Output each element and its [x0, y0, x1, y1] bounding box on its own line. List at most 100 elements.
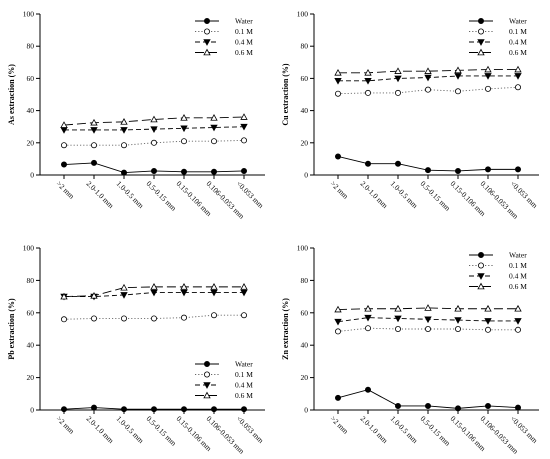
x-tick-label: 2.0-1.0 mm [85, 179, 116, 210]
data-point [484, 73, 492, 80]
legend-label: Water [235, 17, 253, 26]
data-point [394, 304, 402, 312]
y-axis-label: Zn extraction (%) [281, 298, 290, 360]
chart-panel-top-left: 0 20 40 60 80 100 As extraction (%) >2 mm 2.0-1.… [7, 10, 266, 221]
y-axis-label: Pb extraction (%) [7, 298, 16, 360]
x-tick-label: 0.5-0.15 mm [419, 179, 453, 213]
series-0-6-m [334, 65, 522, 76]
data-point [394, 89, 401, 96]
data-point [90, 118, 98, 126]
data-point [90, 291, 98, 299]
data-point [180, 114, 188, 121]
data-point [180, 314, 187, 321]
y-tick-label: 0 [30, 406, 34, 415]
legend-label: Water [509, 17, 527, 26]
legend-marker [203, 391, 211, 399]
data-point [334, 78, 342, 85]
data-point [61, 161, 68, 168]
data-point [120, 283, 128, 291]
legend-label: Water [235, 360, 253, 369]
data-point [60, 292, 68, 300]
data-point [454, 304, 462, 312]
legend-marker [477, 48, 485, 56]
data-point [150, 167, 157, 174]
data-point [515, 166, 522, 173]
data-point [210, 312, 217, 319]
series-0-4-m [60, 289, 248, 301]
data-point [240, 113, 248, 120]
data-point [424, 316, 432, 324]
series-0-6-m [334, 304, 522, 313]
data-point [150, 283, 158, 290]
data-point [334, 90, 341, 97]
y-tick-label: 0 [30, 171, 34, 180]
data-point [514, 65, 522, 73]
data-point [394, 75, 402, 83]
data-point [90, 127, 98, 134]
data-point [150, 115, 158, 123]
data-point [454, 325, 461, 332]
data-point [424, 74, 432, 82]
legend-label: 0.4 M [235, 38, 253, 47]
x-tick-label: >2 mm [55, 179, 77, 201]
data-point [484, 166, 491, 173]
data-point [364, 304, 372, 312]
data-point [364, 160, 371, 167]
data-point [364, 386, 371, 393]
data-point [121, 142, 128, 149]
x-tick-label: <0.053 mm [235, 414, 266, 445]
x-tick-label: 2.0-1.0 mm [359, 179, 390, 210]
data-point [514, 304, 522, 312]
legend-marker [203, 48, 211, 56]
legend-label: 0.6 M [509, 282, 527, 291]
data-point [240, 283, 248, 290]
data-point [364, 89, 371, 96]
legend-label: 0.1 M [509, 27, 527, 36]
y-tick-label: 80 [27, 276, 35, 285]
data-point [424, 86, 431, 93]
data-point [515, 84, 522, 91]
x-tick-label: >2 mm [329, 414, 351, 436]
data-point [180, 138, 187, 145]
x-tick-label: <0.053 mm [235, 179, 266, 210]
legend-label: 0.6 M [235, 391, 253, 400]
data-point [454, 66, 462, 74]
legend-marker [477, 28, 484, 35]
y-tick-label: 40 [301, 106, 309, 115]
data-point [484, 65, 492, 73]
data-point [180, 168, 187, 175]
data-point [91, 142, 98, 149]
data-point [121, 315, 128, 322]
legend-label: 0.6 M [235, 48, 253, 57]
data-point [334, 68, 342, 76]
y-tick-label: 40 [27, 341, 35, 350]
data-point [394, 402, 401, 409]
data-point [240, 289, 248, 297]
data-point [484, 326, 491, 333]
data-point [424, 325, 431, 332]
data-point [240, 167, 247, 174]
series-water [61, 404, 247, 413]
y-tick-label: 0 [304, 171, 308, 180]
legend-label: Water [509, 251, 527, 260]
data-point [180, 406, 187, 413]
y-tick-label: 20 [27, 138, 35, 147]
data-point [150, 126, 158, 133]
data-point [364, 78, 372, 85]
y-tick-label: 100 [297, 244, 309, 253]
data-point [121, 169, 128, 176]
y-tick-label: 60 [27, 308, 35, 317]
series-0-4-m [334, 314, 522, 326]
x-tick-label: <0.053 mm [509, 414, 540, 445]
data-point [60, 121, 68, 128]
y-tick-label: 20 [301, 373, 309, 382]
x-tick-label: >2 mm [329, 179, 351, 201]
data-point [515, 326, 522, 333]
x-tick-label: 1.0-0.5 mm [115, 179, 146, 210]
y-tick-label: 60 [301, 74, 309, 83]
y-tick-label: 100 [297, 10, 309, 19]
data-point [180, 289, 188, 297]
data-point [180, 283, 188, 290]
